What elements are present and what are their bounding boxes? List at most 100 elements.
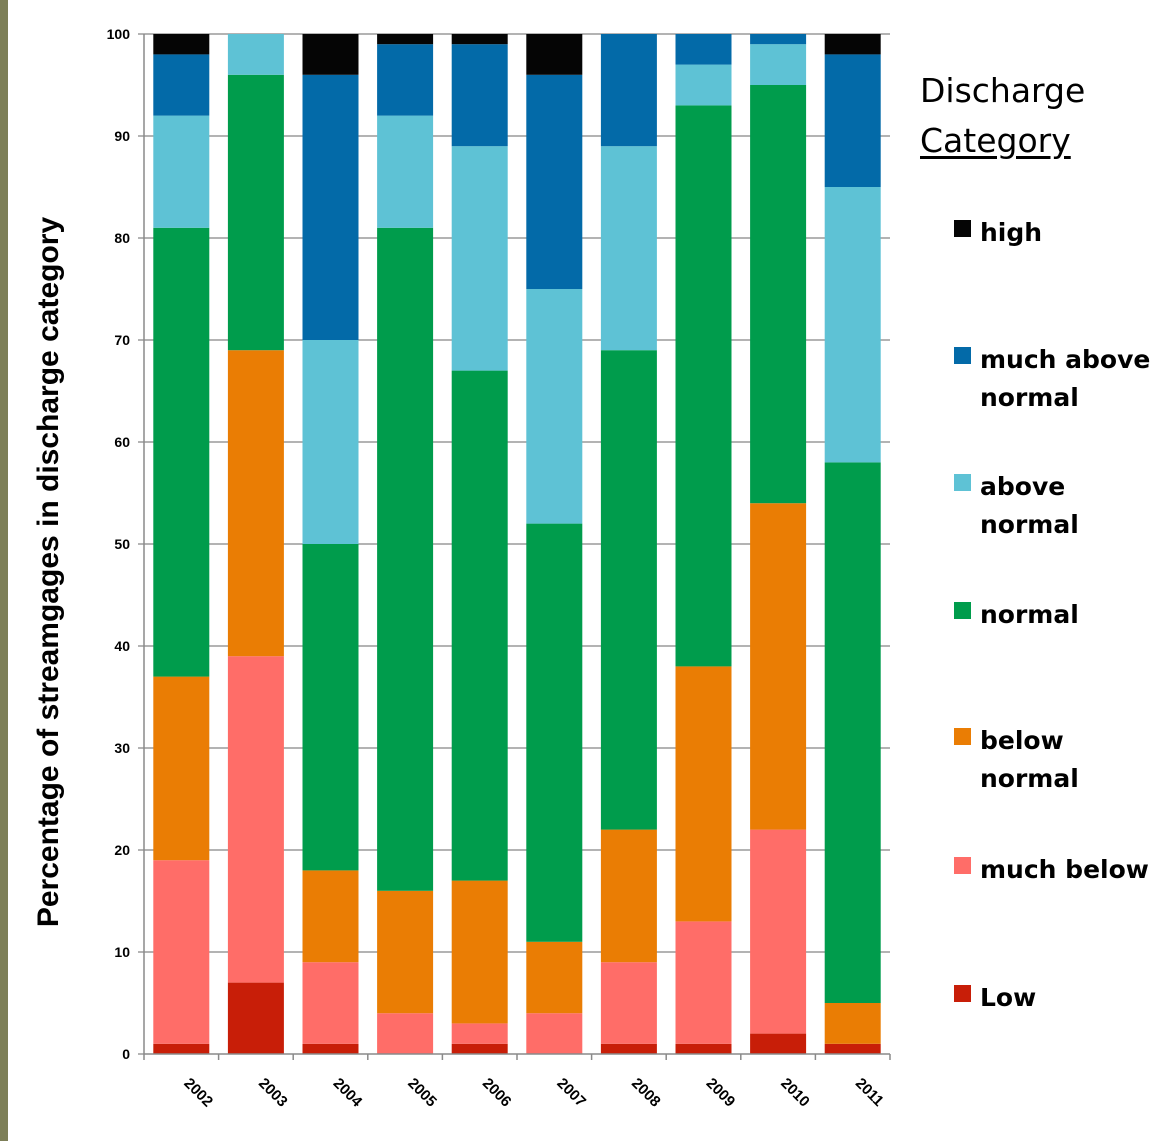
legend-swatch <box>954 728 971 745</box>
bar-segment-normal-2010 <box>750 85 807 504</box>
bar-segment-much-below-2009 <box>675 921 732 1044</box>
x-tick-label: 2009 <box>703 1075 739 1111</box>
bar-segment-much-above-normal-2009 <box>675 34 732 65</box>
bar-segment-much-below-2002 <box>153 860 210 1044</box>
bar-segment-much-above-normal-2005 <box>377 44 434 116</box>
y-tick-label: 100 <box>107 26 131 42</box>
bar-segment-above-normal-2010 <box>750 44 807 85</box>
bar-segment-below-normal-2004 <box>302 870 359 963</box>
bar-segment-much-above-normal-2002 <box>153 54 210 116</box>
bar-segment-normal-2009 <box>675 105 732 667</box>
bar-segment-high-2011 <box>824 34 881 55</box>
bar-segment-much-below-2010 <box>750 829 807 1034</box>
bar-segment-below-normal-2006 <box>451 880 508 1024</box>
x-tick-label: 2011 <box>852 1075 887 1110</box>
bar-segment-much-above-normal-2010 <box>750 34 807 45</box>
bar-segment-much-above-normal-2004 <box>302 74 359 341</box>
legend-title-line1: Discharge <box>920 71 1086 110</box>
x-tick-label: 2007 <box>553 1075 589 1111</box>
x-tick-label: 2010 <box>777 1075 813 1111</box>
bar-segment-much-above-normal-2006 <box>451 44 508 147</box>
stacked-bar-chart: 0 10 20 30 40 50 60 70 80 90 100 2002 2003 2004 2005 20… <box>32 26 891 1111</box>
bar-segment-much-below-2005 <box>377 1013 434 1054</box>
y-tick-label: 80 <box>114 230 130 246</box>
bar-segment-above-normal-2003 <box>227 34 284 75</box>
x-tick-label: 2002 <box>180 1075 216 1111</box>
bar-segment-low-2002 <box>153 1043 210 1054</box>
y-tick-label: 60 <box>114 434 130 450</box>
bar-segment-normal-2004 <box>302 544 359 871</box>
bar-segment-much-below-2004 <box>302 962 359 1044</box>
legend-title-line2: Category <box>920 121 1071 160</box>
y-tick-label: 20 <box>114 842 130 858</box>
bar-segment-above-normal-2011 <box>824 187 881 463</box>
y-tick-label: 30 <box>114 740 130 756</box>
legend-label: high <box>980 218 1043 247</box>
bar-segment-high-2006 <box>451 34 508 45</box>
x-tick-label: 2003 <box>255 1075 291 1111</box>
bar-segment-above-normal-2008 <box>600 146 657 351</box>
bar-segment-below-normal-2008 <box>600 829 657 963</box>
bar-segment-much-below-2006 <box>451 1023 508 1044</box>
bar-segment-low-2011 <box>824 1043 881 1054</box>
x-tick-label: 2006 <box>479 1075 515 1111</box>
bar-segment-above-normal-2005 <box>377 115 434 228</box>
bar-segment-low-2009 <box>675 1043 732 1054</box>
bar-segment-below-normal-2003 <box>227 350 284 657</box>
bar-segment-low-2008 <box>600 1043 657 1054</box>
y-tick-label: 90 <box>114 128 130 144</box>
y-tick-label: 10 <box>114 944 130 960</box>
bar-segment-low-2003 <box>227 982 284 1054</box>
y-tick-label: 50 <box>114 536 130 552</box>
legend-label: above normal <box>980 472 1079 539</box>
bar-segment-below-normal-2007 <box>526 941 583 1014</box>
y-tick-label: 40 <box>114 638 130 654</box>
y-tick-label: 0 <box>122 1046 130 1062</box>
legend-swatch <box>954 857 971 874</box>
legend-title: Discharge Category <box>920 66 1160 166</box>
bar-segment-high-2007 <box>526 34 583 75</box>
x-tick-label: 2004 <box>330 1075 366 1111</box>
legend-swatch <box>954 474 971 491</box>
bar-segment-normal-2006 <box>451 370 508 881</box>
bars-layer <box>153 34 881 1054</box>
bar-segment-normal-2011 <box>824 462 881 1003</box>
x-tick-label: 2008 <box>628 1075 664 1111</box>
bar-segment-below-normal-2009 <box>675 666 732 922</box>
bar-segment-low-2004 <box>302 1043 359 1054</box>
chart-frame: 0 10 20 30 40 50 60 70 80 90 100 2002 2003 2004 2005 20… <box>8 0 1161 1141</box>
bar-segment-low-2006 <box>451 1043 508 1054</box>
bar-segment-much-below-2003 <box>227 656 284 983</box>
bar-segment-much-above-normal-2011 <box>824 54 881 188</box>
bar-segment-much-above-normal-2008 <box>600 34 657 147</box>
bar-segment-above-normal-2006 <box>451 146 508 371</box>
bar-segment-high-2004 <box>302 34 359 75</box>
bar-segment-normal-2003 <box>227 74 284 351</box>
bar-segment-much-below-2008 <box>600 962 657 1044</box>
x-tick-label: 2005 <box>404 1075 440 1111</box>
bar-segment-much-below-2007 <box>526 1013 583 1054</box>
bar-segment-above-normal-2007 <box>526 289 583 524</box>
legend-label: much below <box>980 855 1149 884</box>
bar-segment-below-normal-2011 <box>824 1003 881 1044</box>
y-axis-label: Percentage of streamgages in discharge c… <box>32 217 65 928</box>
bar-segment-high-2005 <box>377 34 434 45</box>
legend-swatch <box>954 985 971 1002</box>
bar-segment-above-normal-2009 <box>675 64 732 106</box>
legend-label: below normal <box>980 726 1079 793</box>
legend-label: much above normal <box>980 345 1151 412</box>
legend-swatch <box>954 602 971 619</box>
legend-swatch <box>954 220 971 237</box>
bar-segment-low-2010 <box>750 1033 807 1054</box>
bar-segment-below-normal-2005 <box>377 890 434 1014</box>
bar-segment-much-above-normal-2007 <box>526 74 583 289</box>
legend-label: normal <box>980 600 1079 629</box>
legend-swatch <box>954 347 971 364</box>
bar-segment-above-normal-2004 <box>302 340 359 544</box>
bar-segment-above-normal-2002 <box>153 115 210 228</box>
bar-segment-normal-2002 <box>153 227 210 677</box>
y-tick-label: 70 <box>114 332 130 348</box>
bar-segment-below-normal-2002 <box>153 676 210 861</box>
bar-segment-normal-2008 <box>600 350 657 830</box>
bar-segment-normal-2005 <box>377 227 434 891</box>
